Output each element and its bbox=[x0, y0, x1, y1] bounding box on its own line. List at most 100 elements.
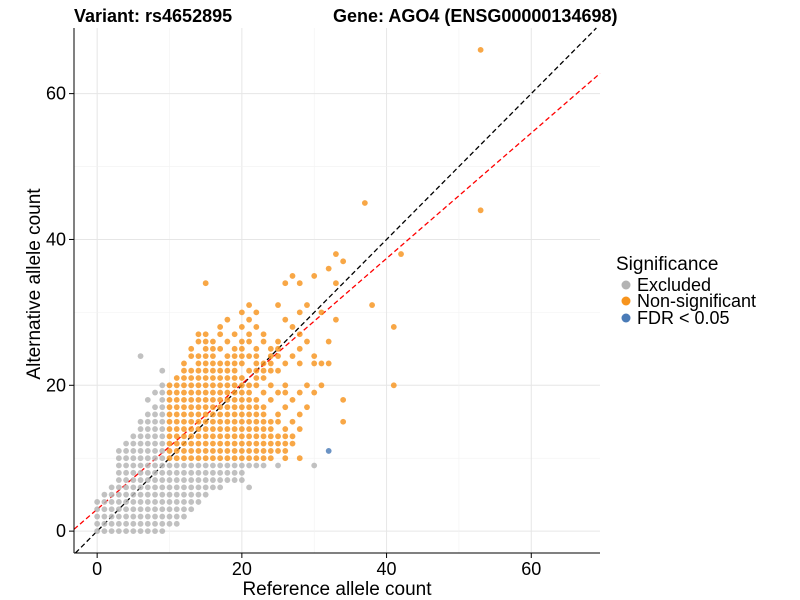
point-non-significant bbox=[238, 345, 245, 352]
point-non-significant bbox=[275, 367, 281, 374]
chart-title-gene: Gene: AGO4 (ENSG00000134698) bbox=[333, 6, 617, 26]
point-non-significant bbox=[231, 404, 238, 411]
point-excluded bbox=[130, 477, 137, 483]
point-excluded bbox=[188, 477, 195, 483]
x-tick-label: 0 bbox=[92, 559, 102, 579]
point-non-significant bbox=[202, 455, 209, 462]
point-excluded bbox=[166, 520, 173, 527]
point-non-significant bbox=[289, 440, 296, 447]
point-non-significant bbox=[217, 367, 224, 374]
point-non-significant bbox=[253, 382, 260, 389]
point-excluded bbox=[159, 499, 166, 505]
point-non-significant bbox=[210, 418, 216, 425]
point-non-significant bbox=[181, 411, 187, 418]
point-non-significant bbox=[173, 418, 180, 425]
point-non-significant bbox=[166, 389, 173, 396]
point-non-significant bbox=[181, 396, 187, 403]
point-non-significant bbox=[173, 426, 180, 432]
point-excluded bbox=[94, 513, 101, 520]
point-non-significant bbox=[253, 309, 260, 316]
point-excluded bbox=[144, 484, 151, 491]
point-non-significant bbox=[296, 280, 303, 287]
point-excluded bbox=[152, 499, 158, 505]
point-excluded bbox=[137, 426, 144, 432]
point-excluded bbox=[108, 520, 115, 527]
point-excluded bbox=[210, 469, 216, 476]
point-non-significant bbox=[340, 418, 347, 425]
point-excluded bbox=[188, 506, 195, 513]
point-non-significant bbox=[217, 404, 224, 411]
point-non-significant bbox=[238, 440, 245, 447]
point-excluded bbox=[137, 353, 144, 360]
point-non-significant bbox=[253, 353, 260, 360]
point-excluded bbox=[137, 448, 144, 454]
point-excluded bbox=[137, 499, 144, 505]
point-non-significant bbox=[267, 345, 274, 352]
point-non-significant bbox=[195, 375, 202, 381]
point-non-significant bbox=[188, 353, 195, 360]
point-excluded bbox=[188, 462, 195, 469]
point-non-significant bbox=[188, 411, 195, 418]
point-excluded bbox=[210, 477, 216, 483]
point-non-significant bbox=[231, 353, 238, 360]
point-non-significant bbox=[296, 345, 303, 352]
point-excluded bbox=[152, 484, 158, 491]
point-excluded bbox=[159, 396, 166, 403]
point-excluded bbox=[115, 477, 122, 483]
point-excluded bbox=[137, 469, 144, 476]
point-non-significant bbox=[246, 367, 252, 374]
point-non-significant bbox=[195, 433, 202, 440]
point-non-significant bbox=[260, 389, 267, 396]
point-excluded bbox=[152, 477, 158, 483]
point-excluded bbox=[152, 455, 158, 462]
point-excluded bbox=[123, 506, 129, 513]
point-non-significant bbox=[202, 375, 209, 381]
chart-title-variant: Variant: rs4652895 bbox=[74, 6, 232, 26]
fit-line bbox=[73, 72, 601, 530]
point-non-significant bbox=[304, 338, 310, 345]
point-non-significant bbox=[260, 426, 267, 432]
point-non-significant bbox=[210, 353, 216, 360]
point-excluded bbox=[130, 491, 137, 498]
point-non-significant bbox=[282, 440, 289, 447]
point-excluded bbox=[115, 520, 122, 527]
point-non-significant bbox=[210, 426, 216, 432]
point-excluded bbox=[130, 499, 137, 505]
point-excluded bbox=[123, 469, 129, 476]
point-non-significant bbox=[188, 389, 195, 396]
point-non-significant bbox=[188, 448, 195, 454]
point-excluded bbox=[152, 506, 158, 513]
point-excluded bbox=[137, 440, 144, 447]
point-excluded bbox=[144, 455, 151, 462]
point-excluded bbox=[166, 484, 173, 491]
point-non-significant bbox=[231, 382, 238, 389]
point-non-significant bbox=[217, 389, 224, 396]
point-non-significant bbox=[267, 396, 274, 403]
legend: Significance Excluded Non-significant FD… bbox=[616, 254, 756, 328]
point-non-significant bbox=[195, 448, 202, 454]
point-non-significant bbox=[289, 273, 296, 279]
point-excluded bbox=[159, 484, 166, 491]
point-excluded bbox=[238, 469, 245, 476]
point-non-significant bbox=[210, 404, 216, 411]
point-excluded bbox=[173, 506, 180, 513]
legend-marker-excluded bbox=[621, 280, 631, 290]
point-excluded bbox=[130, 528, 137, 535]
point-excluded bbox=[115, 491, 122, 498]
point-non-significant bbox=[260, 404, 267, 411]
point-non-significant bbox=[238, 338, 245, 345]
point-excluded bbox=[123, 455, 129, 462]
point-excluded bbox=[152, 389, 158, 396]
point-non-significant bbox=[304, 302, 310, 308]
point-excluded bbox=[144, 477, 151, 483]
point-excluded bbox=[137, 506, 144, 513]
point-non-significant bbox=[210, 433, 216, 440]
point-non-significant bbox=[267, 418, 274, 425]
point-excluded bbox=[210, 462, 216, 469]
point-non-significant bbox=[275, 345, 281, 352]
point-excluded bbox=[217, 477, 224, 483]
point-excluded bbox=[144, 411, 151, 418]
point-excluded bbox=[115, 469, 122, 476]
point-non-significant bbox=[195, 404, 202, 411]
